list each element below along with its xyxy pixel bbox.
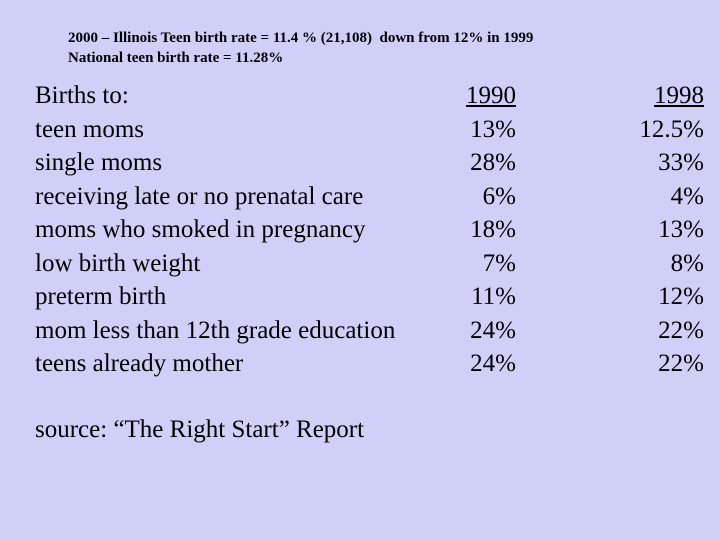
value-cell: 6% <box>482 182 516 210</box>
value-cell: 13% <box>658 216 704 243</box>
value-cell: 12.5% <box>639 115 704 143</box>
value-cell: 22% <box>658 350 704 377</box>
value-cell: 24% <box>470 316 516 344</box>
value-cell: 4% <box>670 182 704 210</box>
source: source: “The Right Start” Report <box>35 416 365 443</box>
row-label: mom less than 12th grade education <box>35 316 396 344</box>
column-header: 1998 <box>654 82 704 109</box>
row-label: teen moms <box>35 115 145 143</box>
row-label: teens already mother <box>35 350 244 377</box>
value-cell: 12% <box>658 283 704 310</box>
value-cell: 28% <box>470 149 516 176</box>
value-cell: 18% <box>470 216 516 243</box>
value-cell: 33% <box>658 149 704 176</box>
header-line: 2000 – Illinois Teen birth rate = 11.4 %… <box>68 30 534 46</box>
value-cell: 24% <box>470 350 516 377</box>
value-cell: 8% <box>670 249 704 277</box>
value-cell: 11% <box>471 283 516 310</box>
row-label: single moms <box>35 149 163 176</box>
row-label: preterm birth <box>35 283 167 310</box>
column-header: 1990 <box>466 82 516 109</box>
value-cell: 7% <box>482 249 516 277</box>
row-header-label: Births to: <box>35 82 129 109</box>
row-label: low birth weight <box>35 249 201 277</box>
value-cell: 22% <box>658 316 704 344</box>
row-label: receiving late or no prenatal care <box>35 182 364 210</box>
value-cell: 13% <box>470 115 516 143</box>
header-line: National teen birth rate = 11.28% <box>68 50 284 66</box>
row-label: moms who smoked in pregnancy <box>35 216 366 243</box>
